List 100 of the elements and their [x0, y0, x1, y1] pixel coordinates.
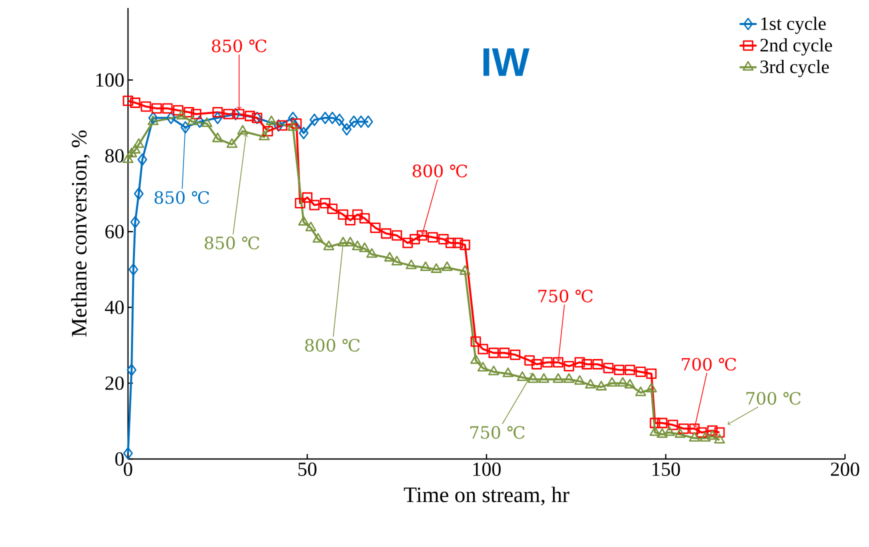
y-tick-label: 100 [96, 73, 124, 87]
legend-label: 2nd cycle [760, 38, 832, 56]
point [130, 216, 140, 228]
point [134, 188, 144, 200]
point [187, 115, 198, 126]
point [664, 426, 675, 436]
point [310, 114, 320, 126]
point [212, 132, 224, 142]
point [574, 375, 586, 385]
point [258, 130, 270, 140]
y-axis-title: Methane conversion, % [71, 130, 90, 337]
annotation: 700 ℃ [682, 358, 736, 371]
x-tick-label: 150 [652, 462, 680, 476]
point [342, 123, 352, 136]
point [617, 377, 628, 387]
point [477, 362, 488, 372]
point [298, 126, 308, 140]
point [624, 378, 636, 389]
point [442, 261, 453, 272]
point [674, 428, 686, 438]
point [706, 430, 718, 440]
point [128, 263, 138, 276]
point [391, 256, 402, 266]
x-tick-label: 200 [830, 462, 860, 476]
y-tick-label: 20 [105, 376, 124, 390]
x-tick-label: 100 [473, 462, 501, 476]
point [212, 112, 222, 124]
annotation: 850 ℃ [154, 191, 210, 204]
point [650, 426, 660, 436]
point [148, 115, 159, 126]
y-tick-label: 60 [105, 224, 124, 238]
point [430, 263, 442, 273]
point [148, 112, 158, 124]
annotation: 850 ℃ [212, 39, 266, 52]
point [552, 373, 564, 383]
point [516, 371, 528, 381]
point [320, 112, 330, 124]
legend-label: 1st cycle [761, 16, 826, 34]
point [130, 144, 141, 154]
point [635, 386, 646, 396]
point [176, 110, 188, 120]
y-tick-label: 80 [105, 149, 124, 163]
point [201, 117, 212, 128]
point [366, 248, 378, 258]
annotation: 850 ℃ [204, 236, 260, 250]
x-axis-title: Time on stream, hr [404, 486, 570, 506]
annotation: 800 ℃ [305, 338, 360, 352]
point [287, 121, 298, 131]
point [470, 354, 482, 364]
point [356, 115, 366, 128]
point [352, 240, 363, 250]
point [126, 364, 136, 376]
y-tick-label: 0 [115, 452, 124, 466]
point [606, 377, 618, 387]
point [363, 115, 374, 128]
point [288, 112, 298, 124]
point [338, 236, 349, 246]
x-tick-label: 50 [298, 462, 316, 476]
annotation: 750 ℃ [538, 290, 593, 302]
point [328, 112, 338, 124]
point [344, 236, 356, 246]
point [312, 232, 324, 243]
legend-label: 3rd cycle [760, 60, 829, 78]
point [166, 112, 176, 124]
y-tick-label: 40 [104, 300, 124, 314]
point [237, 124, 248, 135]
point [488, 366, 500, 376]
point [646, 382, 657, 392]
text: IW [483, 48, 530, 76]
point [564, 373, 574, 383]
point [349, 115, 359, 128]
point [656, 428, 668, 438]
point [334, 114, 344, 126]
annotation: 800 ℃ [412, 164, 468, 178]
point [502, 368, 514, 378]
x-tick-label: 0 [124, 462, 132, 476]
point [688, 432, 700, 442]
point [585, 378, 596, 389]
point [596, 380, 607, 390]
annotation: 700 ℃ [746, 392, 801, 405]
point [323, 240, 334, 250]
point [538, 373, 550, 383]
point [274, 119, 284, 132]
point [714, 434, 725, 444]
point [420, 261, 432, 272]
annotation: 750 ℃ [470, 426, 525, 439]
point [266, 115, 277, 126]
point [138, 153, 148, 166]
point [460, 265, 470, 275]
point [226, 138, 238, 148]
point [298, 216, 310, 226]
point [230, 108, 240, 120]
point [700, 432, 711, 442]
point [305, 222, 316, 232]
point [133, 138, 144, 148]
point [406, 260, 417, 270]
point [180, 121, 190, 134]
point [194, 115, 205, 128]
point [384, 252, 396, 262]
point [359, 242, 370, 252]
